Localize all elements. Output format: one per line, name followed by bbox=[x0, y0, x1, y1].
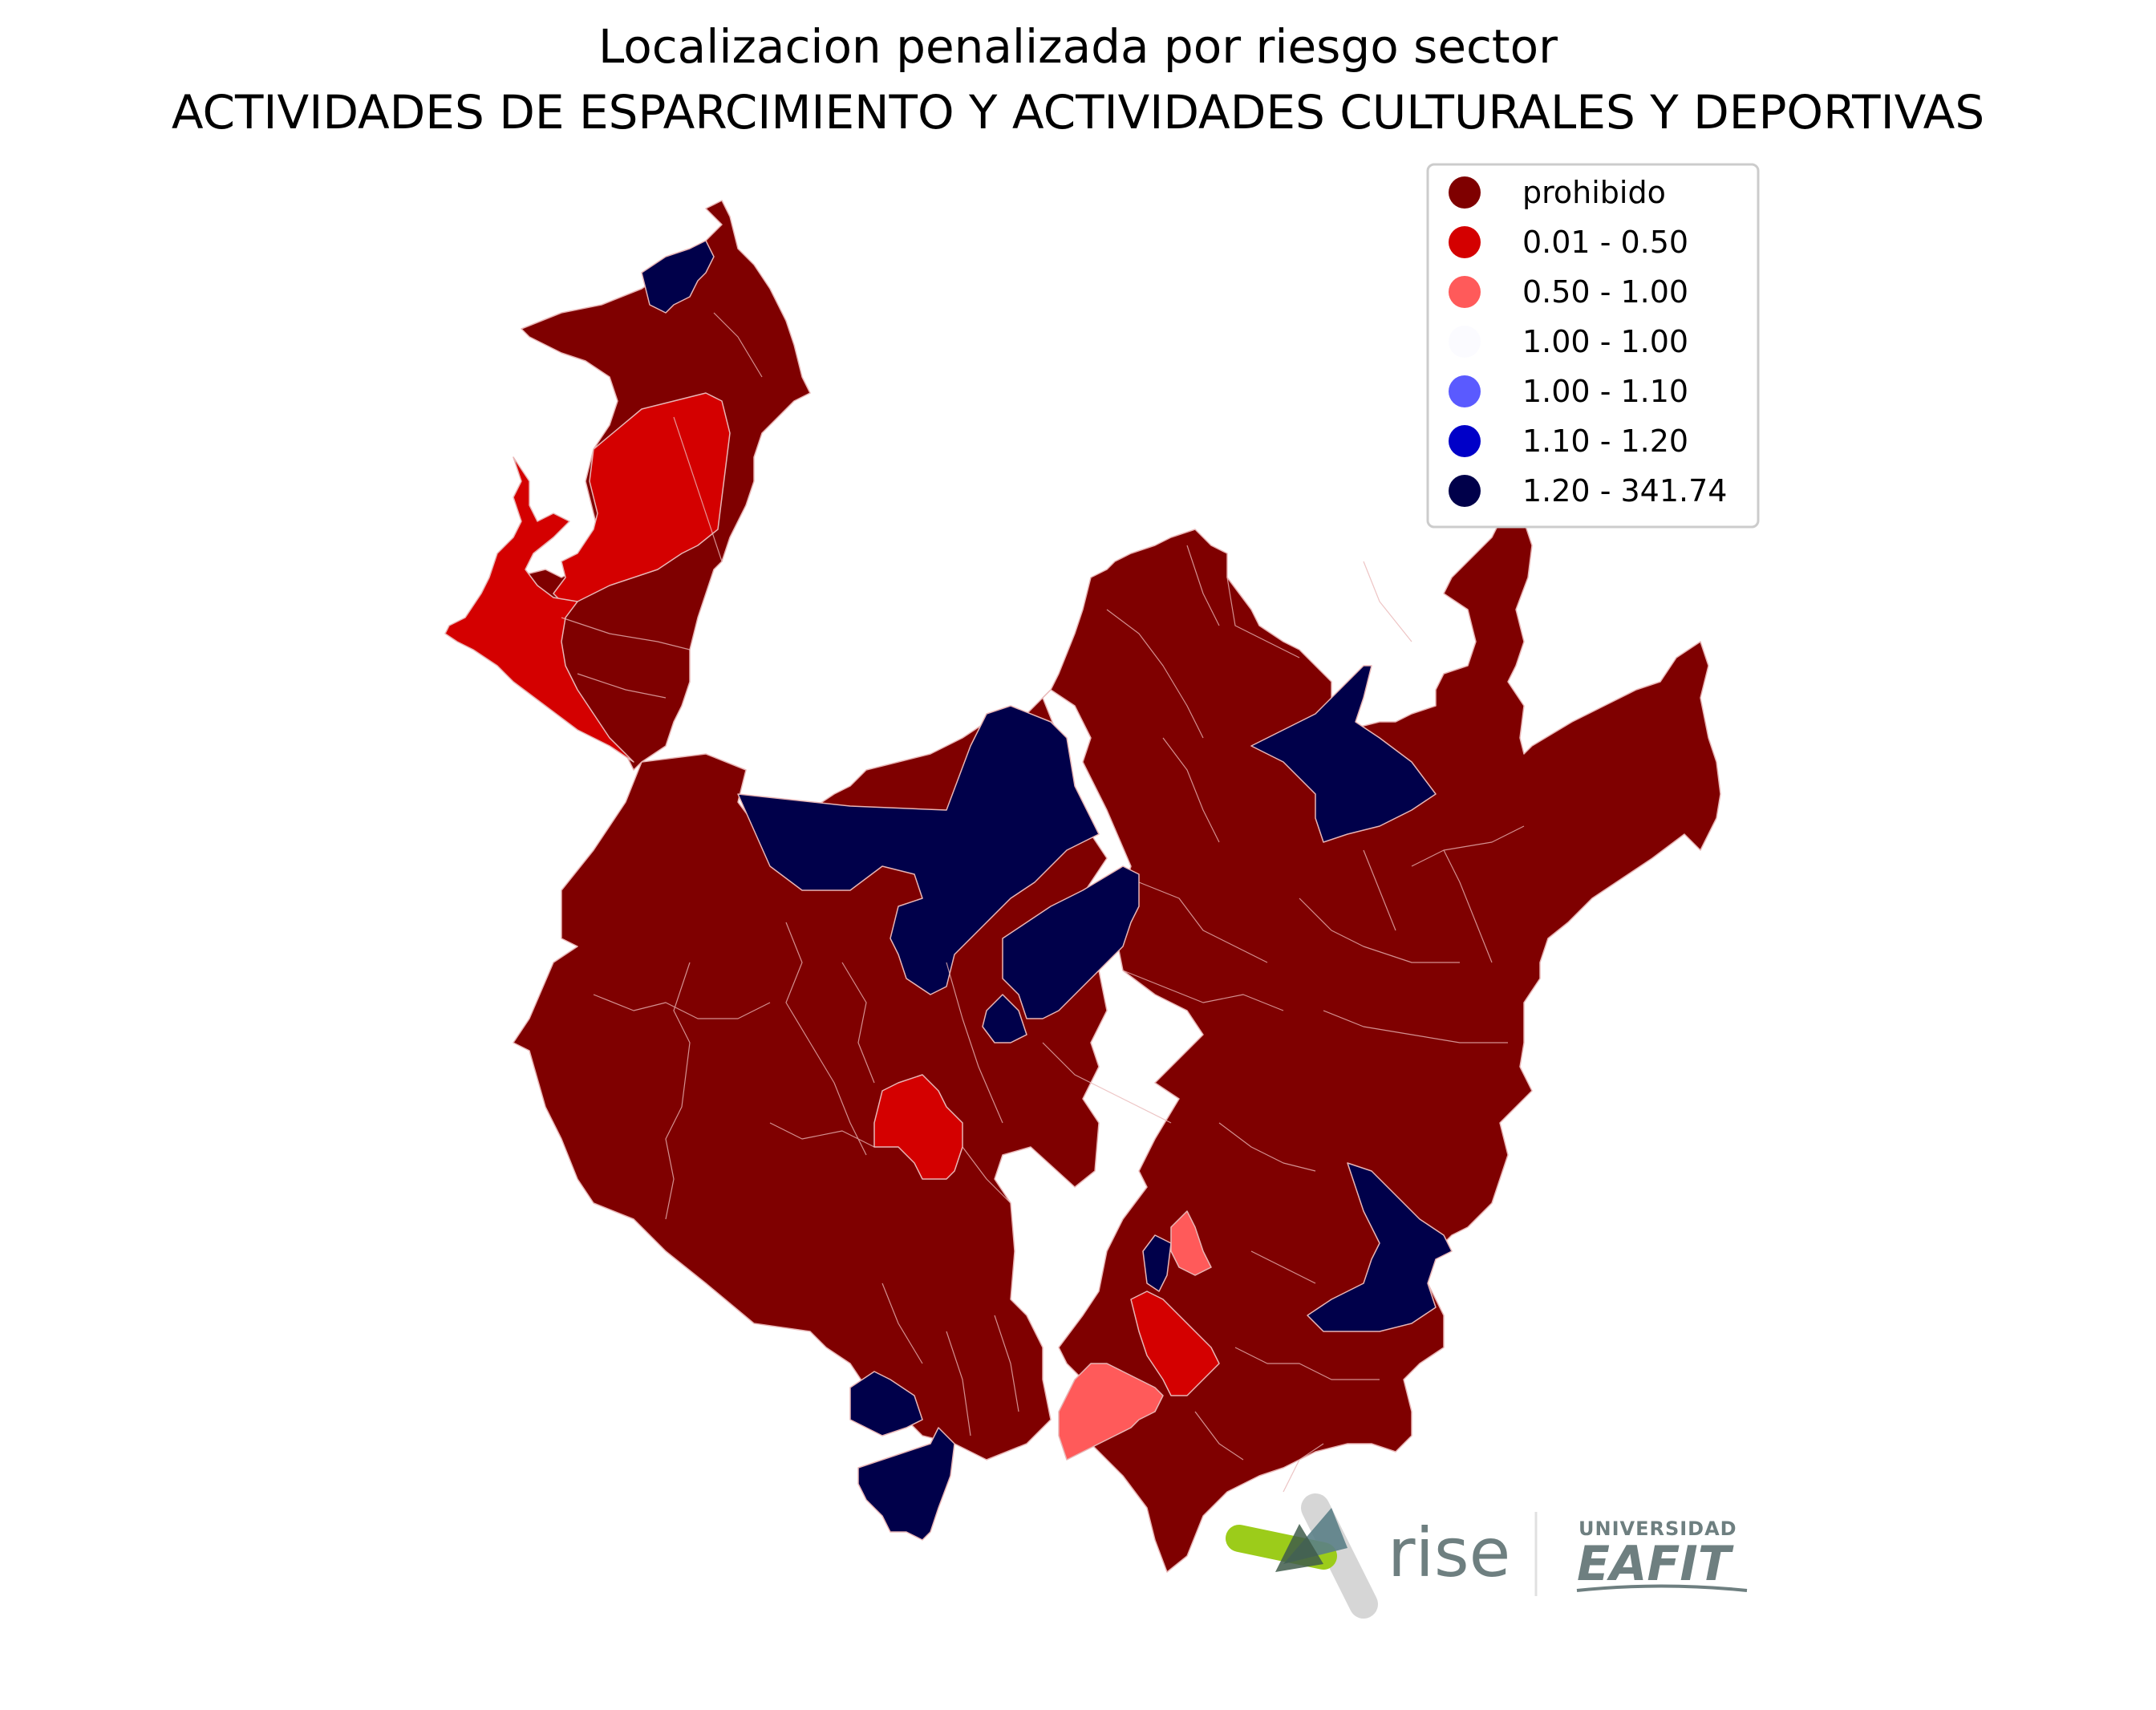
region-1.20-341.74-central-mini bbox=[982, 994, 1027, 1043]
map-title-line2: ACTIVIDADES DE ESPARCIMIENTO Y ACTIVIDAD… bbox=[172, 85, 1984, 140]
region-1.20-341.74-central-east bbox=[1002, 865, 1140, 1019]
legend-label-6: 1.20 - 341.74 bbox=[1522, 473, 1727, 509]
region-1.20-341.74-southwest-lower bbox=[857, 1427, 955, 1541]
map-legend: prohibido 0.01 - 0.50 0.50 - 1.00 1.00 - 1.… bbox=[1426, 163, 1760, 529]
eafit-logo: UNIVERSIDAD EAFIT bbox=[1576, 1518, 1748, 1592]
department-map bbox=[444, 200, 1721, 1573]
legend-swatch-3 bbox=[1449, 326, 1481, 358]
region-1.20-341.74-small bbox=[1142, 1234, 1172, 1292]
legend-swatch-2 bbox=[1449, 276, 1481, 308]
region-1.20-341.74-southwest-upper bbox=[849, 1371, 923, 1436]
legend-label-0: prohibido bbox=[1522, 175, 1666, 210]
legend-swatch-6 bbox=[1449, 475, 1481, 507]
legend-label-1: 0.01 - 0.50 bbox=[1522, 225, 1688, 260]
rise-logo-text: rise bbox=[1388, 1513, 1510, 1592]
legend-swatch-5 bbox=[1449, 425, 1481, 457]
eafit-logo-underline bbox=[1576, 1584, 1748, 1592]
legend-swatch-1 bbox=[1449, 226, 1481, 258]
map-title-line1: Localizacion penalizada por riesgo secto… bbox=[598, 19, 1558, 74]
region-0.01-0.50-south bbox=[1130, 1291, 1220, 1396]
legend-swatch-4 bbox=[1449, 375, 1481, 407]
region-1.20-341.74-northeast bbox=[1250, 665, 1437, 843]
legend-label-5: 1.10 - 1.20 bbox=[1522, 423, 1688, 459]
legend-items: prohibido 0.01 - 0.50 0.50 - 1.00 1.00 - 1.… bbox=[1449, 175, 1727, 509]
legend-label-4: 1.00 - 1.10 bbox=[1522, 374, 1688, 409]
legend-label-3: 1.00 - 1.00 bbox=[1522, 324, 1688, 359]
rise-logo: rise bbox=[1226, 1493, 1510, 1619]
region-0.01-0.50-coast bbox=[553, 392, 731, 602]
region-0.01-0.50-gulf bbox=[444, 456, 634, 763]
region-1.20-341.74-north bbox=[641, 240, 715, 314]
region-1.20-341.74-east bbox=[1307, 1162, 1453, 1332]
legend-swatch-0 bbox=[1449, 176, 1481, 209]
region-1.20-341.74-central bbox=[737, 705, 1100, 995]
legend-frame bbox=[1426, 163, 1760, 529]
legend-label-2: 0.50 - 1.00 bbox=[1522, 274, 1688, 310]
eafit-logo-main-text: EAFIT bbox=[1577, 1536, 1734, 1592]
municipal-boundaries bbox=[561, 312, 1525, 1493]
region-0.01-0.50-central bbox=[873, 1074, 963, 1180]
rise-logo-mark-dark bbox=[1275, 1524, 1323, 1572]
region-0.50-1.00-east bbox=[1170, 1210, 1212, 1276]
region-0.50-1.00-south bbox=[1058, 1363, 1164, 1461]
eafit-logo-top-text: UNIVERSIDAD bbox=[1578, 1518, 1737, 1540]
